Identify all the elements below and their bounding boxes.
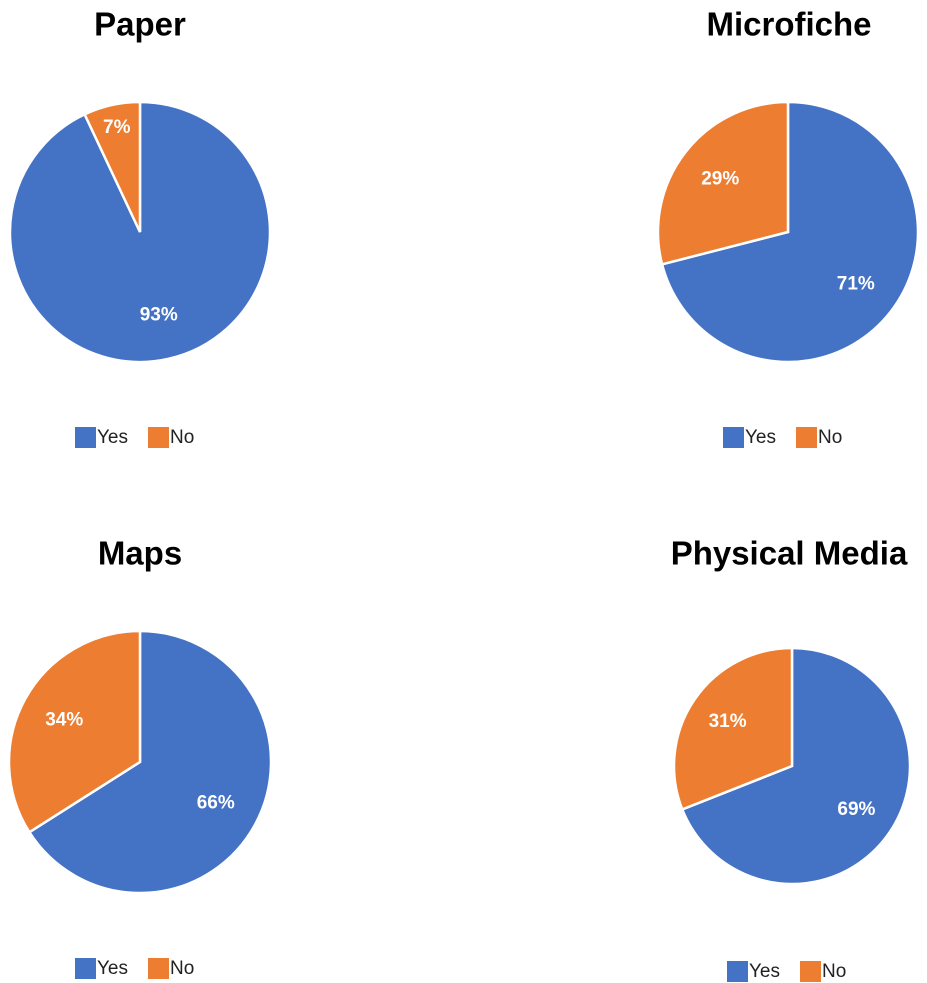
legend-swatch — [148, 958, 169, 979]
legend-label: No — [822, 961, 846, 982]
legend-swatch — [800, 961, 821, 982]
legend-label: No — [818, 427, 842, 448]
chart-title: Physical Media — [671, 535, 908, 572]
legend-label: No — [170, 427, 194, 448]
chart-title: Maps — [98, 535, 182, 572]
pie-slice — [656, 100, 790, 266]
pie-slice — [672, 646, 794, 812]
legend-label: Yes — [749, 961, 780, 982]
legend-label: Yes — [97, 958, 128, 979]
chart-title: Microfiche — [706, 6, 871, 43]
legend-label: No — [170, 958, 194, 979]
legend-swatch — [727, 961, 748, 982]
chart-title: Paper — [94, 6, 186, 43]
pie-slice — [82, 100, 142, 233]
data-label: 31% — [709, 711, 747, 732]
data-label: 34% — [45, 709, 83, 730]
pie-slice — [660, 100, 920, 364]
data-label: 29% — [701, 168, 739, 189]
pie-slice — [27, 629, 273, 895]
legend-swatch — [75, 427, 96, 448]
pie-slice — [680, 646, 912, 886]
legend-swatch — [148, 427, 169, 448]
data-label: 93% — [140, 305, 178, 326]
data-label: 71% — [837, 274, 875, 295]
legend-swatch — [723, 427, 744, 448]
pie-slice — [7, 629, 142, 834]
data-label: 66% — [197, 793, 235, 814]
legend-swatch — [75, 958, 96, 979]
data-label: 7% — [103, 117, 131, 138]
legend-swatch — [796, 427, 817, 448]
data-label: 69% — [837, 799, 875, 820]
legend-label: Yes — [97, 427, 128, 448]
legend-label: Yes — [745, 427, 776, 448]
